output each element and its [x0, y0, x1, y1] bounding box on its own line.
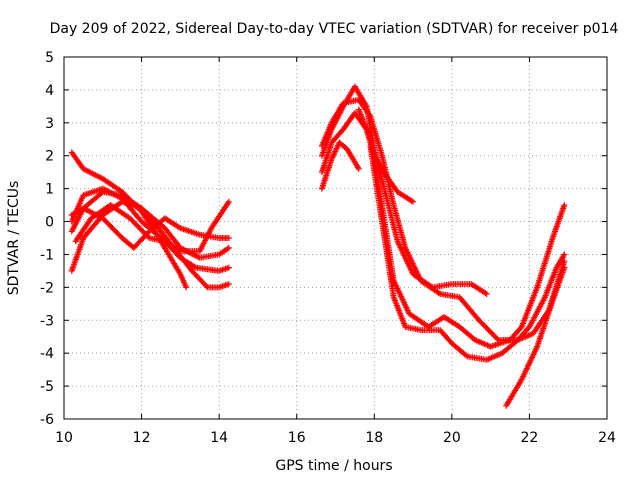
x-tick-label: 24: [598, 430, 616, 446]
data-point: [224, 245, 231, 252]
x-tick-label: 14: [210, 430, 228, 446]
y-tick-label: -5: [40, 379, 54, 395]
data-point: [203, 283, 210, 290]
series-track-b6: [367, 142, 568, 363]
x-tick-label: 16: [288, 430, 306, 446]
data-point: [183, 284, 190, 291]
y-tick-label: 1: [45, 182, 54, 198]
series-track-b1: [318, 139, 362, 192]
x-tick-label: 10: [55, 430, 73, 446]
data-point: [483, 290, 490, 297]
series-track-a2: [68, 188, 232, 291]
y-axis-label: SDTVAR / TECUs: [6, 181, 22, 296]
series-track-a5: [68, 205, 232, 251]
data-point: [561, 202, 568, 209]
data-point: [463, 352, 470, 359]
series-track-a6: [72, 198, 232, 255]
x-axis-label: GPS time / hours: [275, 458, 392, 474]
x-tick-label: 20: [443, 430, 461, 446]
data-point: [366, 111, 373, 118]
data-point: [410, 198, 417, 205]
data-point: [561, 258, 568, 265]
x-tick-label: 12: [133, 430, 151, 446]
y-tick-label: -3: [40, 313, 54, 329]
data-point: [225, 281, 232, 288]
data-point: [494, 335, 501, 342]
plot-frame: [63, 56, 608, 420]
series-track-b5: [355, 106, 568, 350]
chart-title: Day 209 of 2022, Sidereal Day-to-day VTE…: [50, 21, 619, 37]
x-tick-label: 22: [521, 430, 539, 446]
y-tick-label: -6: [40, 412, 54, 428]
y-tick-label: 2: [45, 149, 54, 165]
data-point: [225, 264, 232, 271]
y-tick-label: -2: [40, 280, 54, 296]
plot-area: [68, 83, 568, 409]
series-track-a3: [68, 185, 232, 274]
data-point: [435, 290, 442, 297]
y-tick-label: -1: [40, 247, 54, 263]
x-tick-label: 18: [365, 430, 383, 446]
y-tick-label: 5: [45, 50, 54, 66]
y-tick-label: -4: [40, 346, 54, 362]
data-point: [225, 198, 232, 205]
data-point: [561, 264, 568, 271]
y-tick-label: 4: [45, 83, 54, 99]
data-point: [355, 165, 362, 172]
series-track-b3: [318, 83, 490, 297]
data-point: [225, 235, 232, 241]
data-point: [225, 244, 232, 251]
y-tick-label: 3: [45, 116, 54, 132]
y-tick-label: 0: [45, 215, 54, 231]
series-track-b7: [503, 264, 568, 409]
data-point: [561, 251, 568, 258]
